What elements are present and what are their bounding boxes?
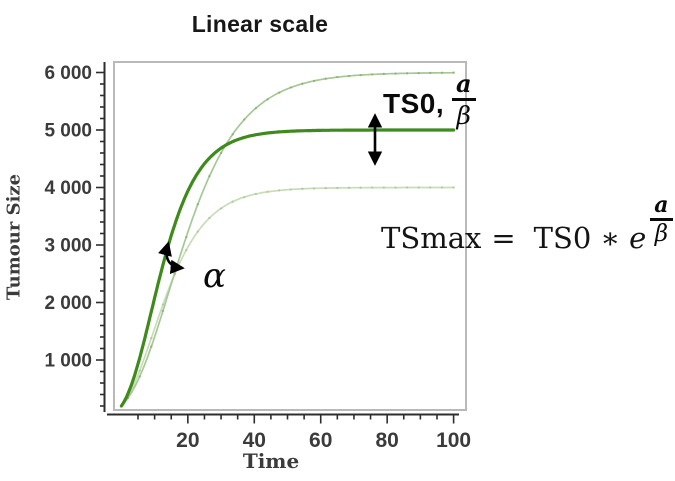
fraction-denominator: β — [456, 101, 471, 130]
y-tick-label: 5 000 — [44, 121, 92, 142]
y-tick-label: 3 000 — [44, 236, 92, 257]
formula-equals: = — [491, 221, 516, 255]
tick-marks — [96, 71, 455, 424]
y-tick-label: 4 000 — [44, 178, 92, 199]
formula-exponent-fraction: a β — [650, 194, 673, 247]
fraction-numerator: a — [650, 194, 673, 221]
formula-tsmax: TSmax = TS0 ∗ e a β — [381, 194, 673, 273]
tick-labels: 1 000 2 000 3 000 4 000 5 000 6 000 20 40 60 80 10… — [44, 63, 471, 452]
alpha-curved-arrow — [158, 241, 185, 274]
x-tick-label: 40 — [243, 429, 266, 452]
formula-base: TS0 — [533, 221, 592, 255]
curve-5000 — [119, 128, 456, 408]
fraction-denominator: β — [654, 221, 669, 247]
x-tick-label: 20 — [176, 429, 199, 452]
annotation-alpha: α — [203, 256, 226, 296]
y-tick-label: 1 000 — [44, 351, 92, 372]
y-tick-label: 6 000 — [44, 63, 92, 84]
annotation-ts0-label: TS0, — [383, 88, 445, 119]
axes — [103, 62, 459, 416]
x-tick-label: 100 — [436, 429, 471, 452]
y-tick-label: 2 000 — [44, 293, 92, 314]
annotation-ts0-fraction: a β — [452, 72, 476, 128]
x-tick-label: 80 — [375, 429, 398, 452]
fraction-numerator: a — [452, 72, 476, 101]
formula-lhs: TSmax — [381, 221, 482, 255]
formula-exp-base: e — [629, 221, 647, 255]
formula-multiply: ∗ — [600, 221, 621, 255]
chart-title: Linear scale — [191, 11, 329, 37]
x-tick-label: 60 — [309, 429, 332, 452]
annotation-arrows — [158, 113, 383, 274]
curve-markers-4000 — [126, 186, 455, 398]
x-axis-title: Time — [242, 449, 300, 473]
